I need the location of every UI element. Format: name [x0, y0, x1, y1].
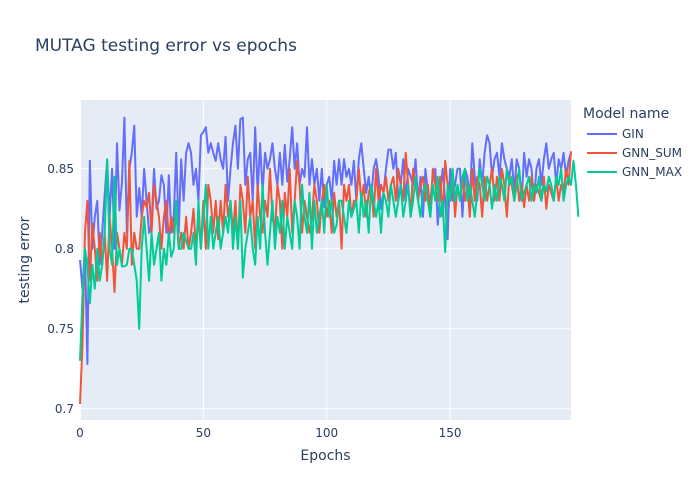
x-axis-title: Epochs	[300, 448, 350, 464]
y-axis-ticks: 0.7 0.75 0.8 0.85	[47, 162, 74, 416]
legend-title: Model name	[583, 106, 669, 122]
x-tick-label: 50	[196, 426, 211, 440]
legend: Model name GIN GNN_SUM GNN_MAX	[583, 106, 682, 179]
x-axis-ticks: 0 50 100 150	[76, 426, 461, 440]
y-tick-label: 0.75	[47, 322, 74, 336]
x-tick-label: 100	[315, 426, 338, 440]
chart-title: MUTAG testing error vs epochs	[35, 36, 297, 56]
y-tick-label: 0.85	[47, 162, 74, 176]
x-tick-label: 150	[439, 426, 462, 440]
legend-label: GNN_SUM	[622, 146, 682, 160]
y-tick-label: 0.8	[55, 242, 74, 256]
legend-items: GIN GNN_SUM GNN_MAX	[587, 127, 682, 179]
plot-area	[80, 100, 571, 420]
legend-label: GIN	[622, 127, 644, 141]
y-axis-title: testing error	[17, 216, 33, 303]
y-tick-label: 0.7	[55, 402, 74, 416]
legend-label: GNN_MAX	[622, 165, 682, 179]
series-lines	[79, 116, 580, 405]
series-line-gnn-max	[79, 158, 580, 361]
x-tick-label: 0	[76, 426, 84, 440]
